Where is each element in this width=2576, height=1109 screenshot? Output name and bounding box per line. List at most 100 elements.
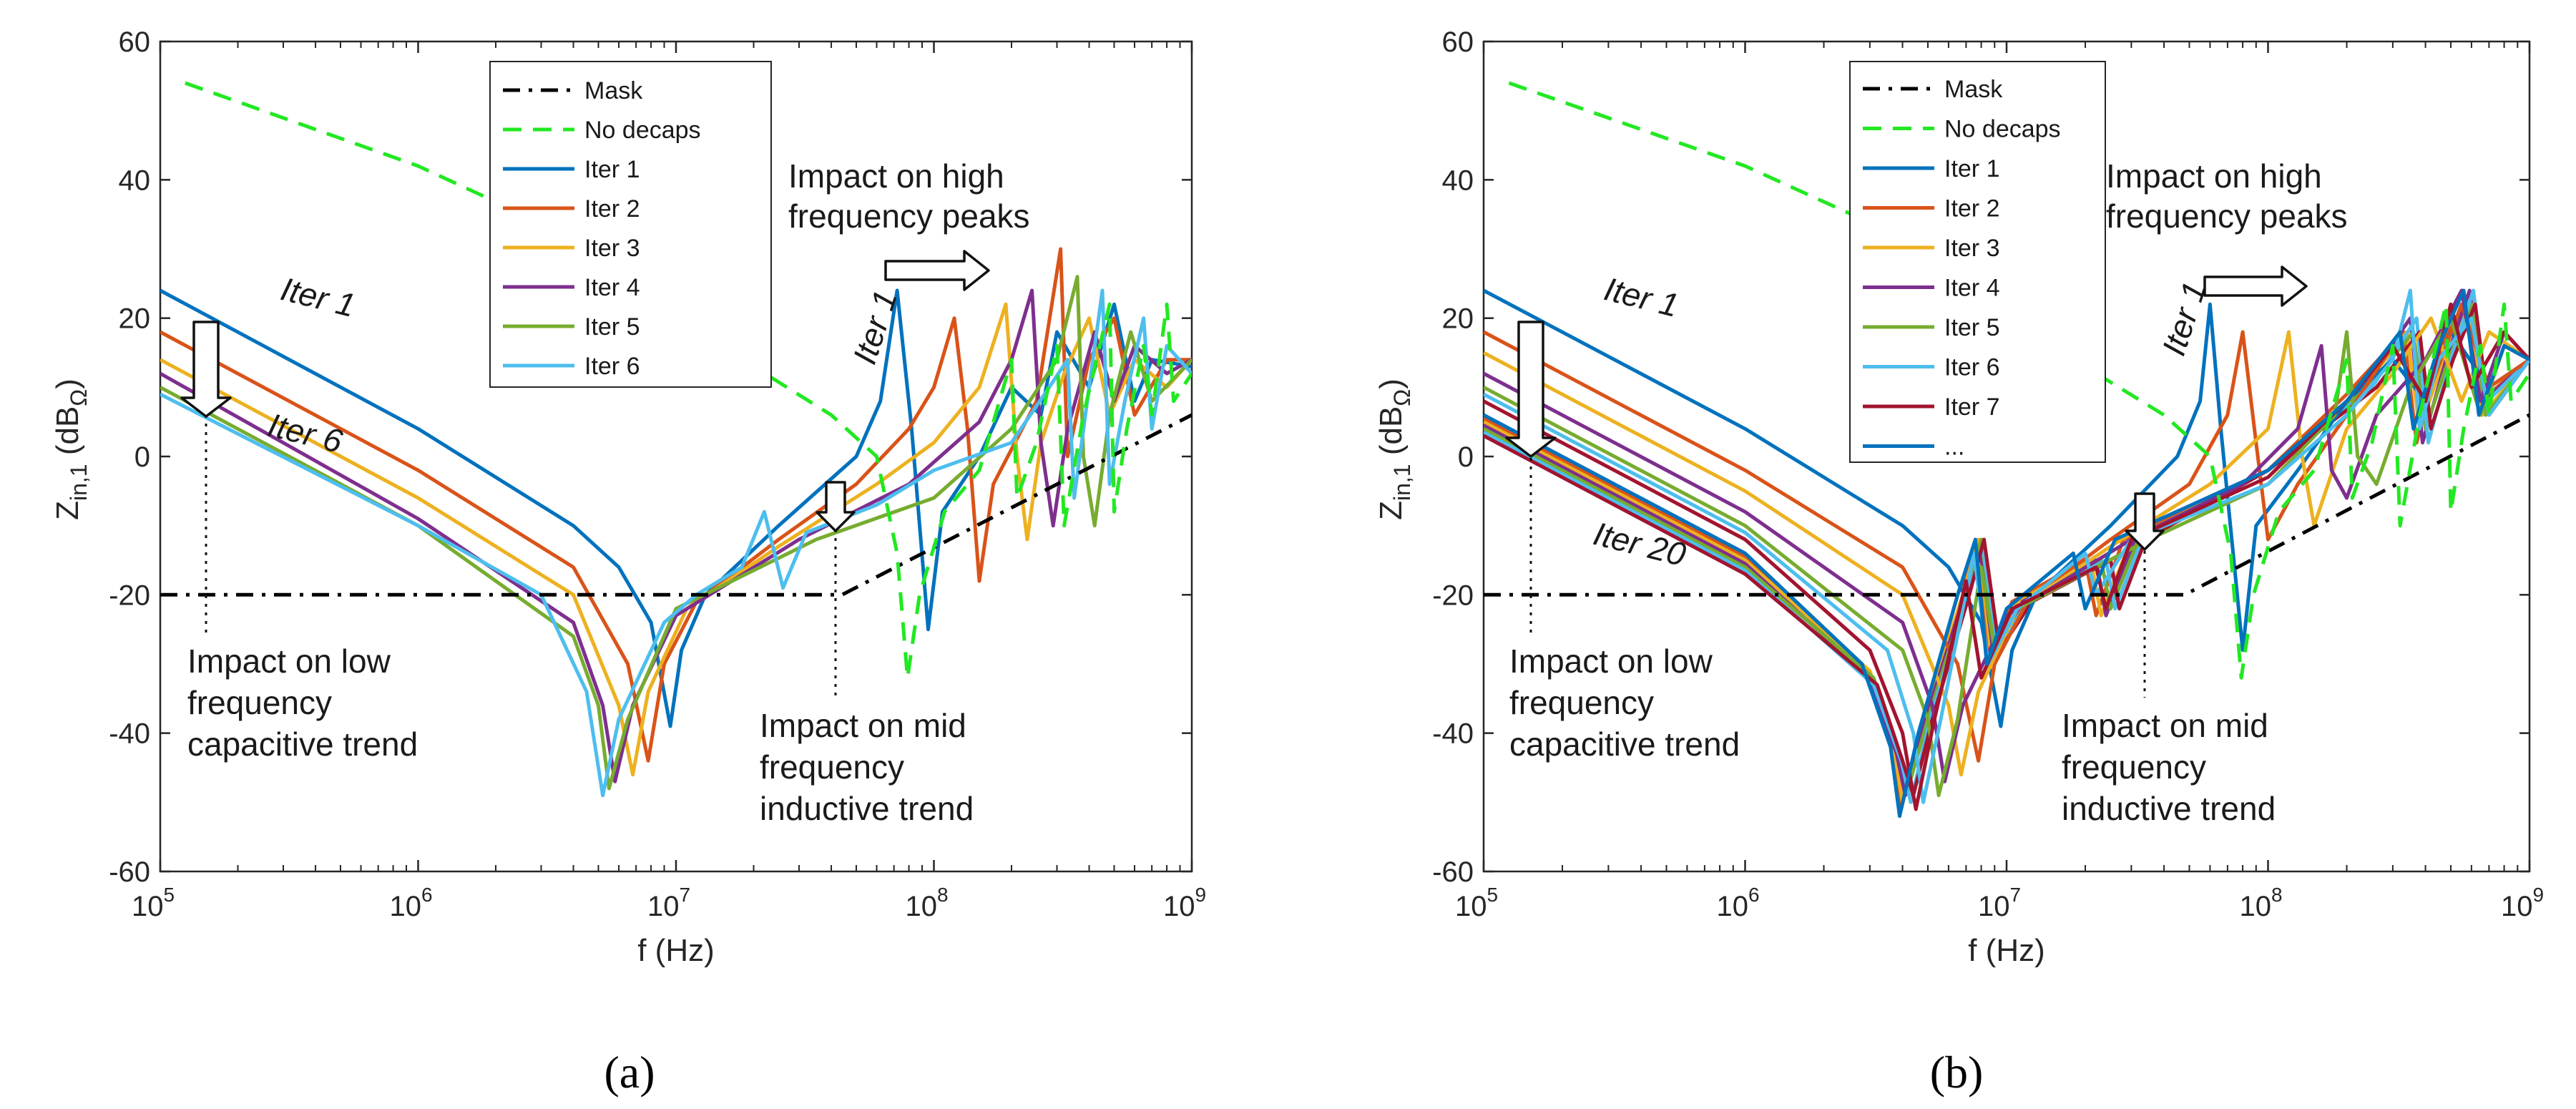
y-tick-label: 40 [119,165,151,196]
x-axis-label: f (Hz) [637,933,715,968]
y-tick-label: -40 [109,718,150,750]
series-line-mask [160,413,1192,597]
x-tick-label: 107 [647,884,690,922]
x-tick-exponent: 7 [679,884,690,906]
annotation-low-line1: Impact on low [187,643,391,680]
x-tick-label: 109 [1163,884,1206,922]
y-tick-label: -60 [109,856,150,888]
x-tick-base: 10 [1163,891,1195,922]
plot-area [1484,81,2530,819]
y-label-main: Z [50,501,85,520]
legend-label: Iter 3 [584,235,640,262]
y-axis-label: Zin,1 (dBΩ) [50,378,92,520]
x-tick-base: 10 [1978,891,2010,922]
panel-label: (a) [604,1047,655,1098]
legend-label: Iter 1 [584,156,640,183]
legend-label: Iter 4 [1944,275,1999,302]
x-tick-exponent: 5 [163,884,175,906]
arrow-down-low-icon [1505,321,1557,458]
x-tick-exponent: 9 [1195,884,1206,906]
annotation-mid-line1: Impact on mid [2062,707,2268,744]
x-tick-label: 108 [2239,884,2282,922]
x-tick-base: 10 [1716,891,1748,922]
series-line-mask [1484,413,2530,597]
x-tick-exponent: 8 [2271,884,2283,906]
arrow-right-high-icon [2203,265,2308,307]
series-line-iter-6 [160,288,1192,798]
annotation-low-line3: capacitive trend [1509,726,1740,763]
legend-label: Mask [1944,76,2003,103]
y-label-unit-open: (dB [1373,406,1409,464]
y-label-unit-close: ) [1373,378,1409,389]
y-tick-label: -60 [1432,856,1474,888]
y-tick-label: -40 [1432,718,1474,750]
x-tick-base: 10 [2501,891,2533,922]
y-label-sub: in,1 [1389,464,1415,501]
arrow-right-high-icon [884,250,990,291]
annotation-mid-line1: Impact on mid [760,707,966,744]
x-tick-exponent: 6 [421,884,433,906]
arrow-down-low-icon [180,321,232,418]
annotation-mid-line2: frequency [760,748,904,786]
y-tick-label: 0 [1458,441,1474,473]
legend: Mask No decaps Iter 1 Iter 2 Iter 3 Iter 4 Ite… [1849,61,2106,463]
x-tick-label: 108 [905,884,948,922]
arrow-down-mid-icon [816,481,856,532]
legend-label: Iter 3 [1944,235,1999,262]
series-line-iter-5 [160,275,1192,791]
annotation-mid-line3: inductive trend [2062,790,2276,827]
x-tick-exponent: 8 [937,884,949,906]
annotation-high-line2: frequency peaks [2106,197,2348,235]
x-tick-label: 105 [132,884,175,922]
legend-label: Iter 2 [584,195,640,223]
legend-label: No decaps [1944,116,2061,143]
x-tick-base: 10 [647,891,680,922]
legend-label: ... [1944,434,1964,461]
series-line-no-decaps [1508,81,2530,680]
annotation-low-line1: Impact on low [1509,643,1713,680]
series-line-iter-3 [1484,316,2530,777]
legend-box [489,61,772,388]
annotation-mid-line2: frequency [2062,748,2206,786]
annotation-high-line2: frequency peaks [788,197,1030,235]
annotation-high-line1: Impact on high [788,157,1004,195]
y-tick-label: 0 [134,441,150,473]
annotation-high-line1: Impact on high [2106,157,2322,195]
legend-label: No decaps [584,117,701,144]
x-tick-exponent: 6 [1748,884,1760,906]
x-tick-base: 10 [2239,891,2271,922]
legend-label: Iter 6 [584,353,640,380]
y-tick-label: 20 [1442,303,1474,335]
legend-label: Iter 2 [1944,195,1999,223]
legend-label: Iter 4 [584,274,640,301]
x-tick-exponent: 9 [2532,884,2544,906]
legend-box [1849,61,2106,463]
x-tick-base: 10 [1455,891,1487,922]
annotation-low-line2: frequency [187,684,332,721]
x-axis-label: f (Hz) [1968,933,2045,968]
x-tick-base: 10 [132,891,164,922]
x-tick-label: 105 [1455,884,1498,922]
y-axis-label: Zin,1 (dBΩ) [1373,378,1415,520]
y-tick-label: -20 [109,580,150,611]
annotation-low-line2: frequency [1509,684,1654,721]
annotation-mid-line3: inductive trend [760,790,974,827]
y-tick-label: 60 [119,26,151,58]
x-tick-base: 10 [905,891,937,922]
plot-area [160,81,1192,798]
x-tick-label: 109 [2501,884,2544,922]
x-tick-exponent: 7 [2009,884,2021,906]
legend-label: Mask [584,77,643,104]
legend-label: Iter 5 [1944,314,1999,341]
series-line-no-decaps [185,81,1192,680]
x-tick-label: 107 [1978,884,2021,922]
y-tick-label: 40 [1442,165,1474,196]
series-line-iter-4 [1484,288,2530,783]
legend-label: Iter 1 [1944,155,1999,182]
y-label-sub: in,1 [66,464,92,501]
x-tick-base: 10 [389,891,421,922]
legend: Mask No decaps Iter 1 Iter 2 Iter 3 Iter 4 Ite… [489,61,772,388]
panel-label: (b) [1930,1047,1984,1098]
